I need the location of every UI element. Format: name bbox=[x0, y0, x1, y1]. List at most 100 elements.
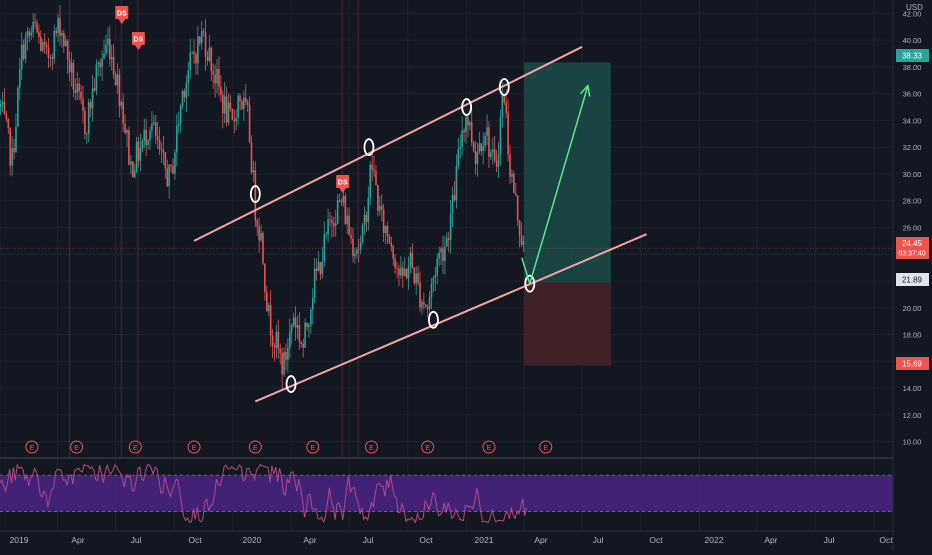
candle-body bbox=[191, 52, 193, 54]
candle-body bbox=[126, 130, 128, 133]
candle-body bbox=[344, 196, 347, 225]
candle-body bbox=[97, 62, 100, 65]
pivot-circle[interactable] bbox=[524, 274, 536, 293]
candle-body bbox=[480, 143, 483, 151]
pivot-circle[interactable] bbox=[285, 375, 297, 393]
dividend-marker[interactable] bbox=[115, 6, 129, 19]
candle-body bbox=[5, 114, 8, 120]
candle-body bbox=[367, 198, 370, 222]
candle-body bbox=[348, 215, 350, 236]
candle-body bbox=[507, 112, 509, 155]
candle-body bbox=[195, 54, 197, 64]
candle-body bbox=[166, 168, 169, 187]
candle-body bbox=[470, 122, 473, 143]
candle-body bbox=[214, 74, 216, 84]
projection-arrow-line[interactable] bbox=[521, 85, 589, 287]
earnings-marker[interactable] bbox=[187, 440, 201, 454]
profit-target-zone[interactable] bbox=[524, 62, 611, 283]
candle-body bbox=[168, 164, 170, 187]
channel-upper-trendline[interactable] bbox=[193, 45, 583, 242]
pivot-circle[interactable] bbox=[249, 185, 261, 203]
candle-body bbox=[377, 185, 379, 211]
earnings-marker[interactable] bbox=[128, 440, 142, 454]
event-markers[interactable]: DS DS DS E E E E E E E E E E bbox=[25, 6, 553, 454]
candle-body bbox=[216, 68, 218, 84]
candle-body bbox=[440, 248, 442, 253]
candle-body bbox=[170, 164, 172, 166]
candle-body bbox=[78, 83, 80, 92]
candle-body bbox=[143, 129, 146, 141]
candle-body bbox=[41, 41, 44, 51]
candle-body bbox=[53, 30, 56, 59]
earnings-marker[interactable] bbox=[482, 440, 496, 454]
candle-body bbox=[108, 38, 111, 60]
pivot-circle[interactable] bbox=[363, 138, 375, 157]
pivot-circle[interactable] bbox=[428, 310, 439, 329]
stop-loss-zone[interactable] bbox=[524, 282, 611, 366]
candle-body bbox=[187, 70, 190, 83]
candle-body bbox=[220, 86, 222, 95]
candle-body bbox=[465, 116, 467, 133]
candle-body bbox=[20, 44, 23, 69]
long-position-zones[interactable] bbox=[0, 62, 893, 366]
earnings-marker[interactable] bbox=[306, 440, 320, 454]
price-tick: 34.00 bbox=[903, 116, 922, 125]
candle-body bbox=[428, 297, 431, 310]
candle-body bbox=[442, 248, 444, 262]
price-axis[interactable]: 42.00 40.00 38.00 36.00 34.00 32.00 30.00 28.00… bbox=[892, 0, 932, 550]
candle-body bbox=[128, 130, 130, 165]
candle-body bbox=[514, 193, 517, 196]
candle-body bbox=[30, 32, 33, 36]
candle-body bbox=[218, 68, 220, 87]
earnings-marker[interactable] bbox=[70, 440, 84, 454]
candle-body bbox=[451, 195, 454, 214]
earnings-marker[interactable] bbox=[25, 440, 39, 454]
candle-body bbox=[51, 57, 54, 59]
earnings-marker[interactable] bbox=[248, 440, 262, 454]
candle-body bbox=[352, 238, 354, 257]
earnings-marker[interactable] bbox=[539, 440, 553, 454]
candle-body bbox=[210, 47, 213, 72]
drawings[interactable] bbox=[193, 45, 648, 403]
time-axis[interactable]: 2019 Apr Jul Oct 2020 Apr Jul Oct 2021 A… bbox=[0, 530, 893, 545]
price-tick: 28.00 bbox=[903, 197, 922, 206]
candle-body bbox=[292, 317, 295, 326]
candle-body bbox=[61, 32, 63, 36]
candle-body bbox=[505, 102, 507, 113]
dividend-marker[interactable] bbox=[336, 175, 350, 188]
candle-body bbox=[302, 343, 304, 348]
candle-body bbox=[120, 102, 123, 106]
candle-body bbox=[300, 341, 303, 344]
candle-body bbox=[520, 235, 523, 245]
earnings-marker[interactable] bbox=[421, 440, 435, 454]
candle-body bbox=[296, 325, 299, 328]
candle-body bbox=[76, 83, 79, 93]
candle-body bbox=[478, 143, 481, 152]
dividend-marker[interactable] bbox=[131, 32, 145, 45]
candle-body bbox=[49, 57, 52, 59]
candle-body bbox=[95, 64, 98, 91]
pivot-circle[interactable] bbox=[461, 98, 473, 116]
candle-body bbox=[93, 88, 96, 91]
time-tick: 2021 bbox=[475, 535, 494, 545]
earnings-marker-label: E bbox=[310, 445, 315, 452]
earnings-marker-label: E bbox=[133, 445, 138, 452]
channel-lower-trendline[interactable] bbox=[254, 233, 648, 403]
candle-body bbox=[86, 134, 88, 135]
oscillator-band bbox=[0, 475, 893, 512]
candle-body bbox=[221, 94, 224, 114]
price-tick: 10.00 bbox=[903, 438, 922, 447]
earnings-marker[interactable] bbox=[364, 440, 378, 454]
time-tick: Oct bbox=[879, 535, 893, 545]
earnings-marker-label: E bbox=[369, 445, 374, 452]
candle-body bbox=[118, 74, 121, 106]
pivot-circle[interactable] bbox=[498, 78, 510, 96]
candle-body bbox=[323, 234, 326, 262]
candle-body bbox=[116, 74, 119, 86]
candle-body bbox=[308, 324, 310, 327]
candle-body bbox=[244, 97, 247, 103]
time-tick: 2019 bbox=[10, 535, 29, 545]
projection-arrow-head[interactable] bbox=[579, 83, 591, 97]
